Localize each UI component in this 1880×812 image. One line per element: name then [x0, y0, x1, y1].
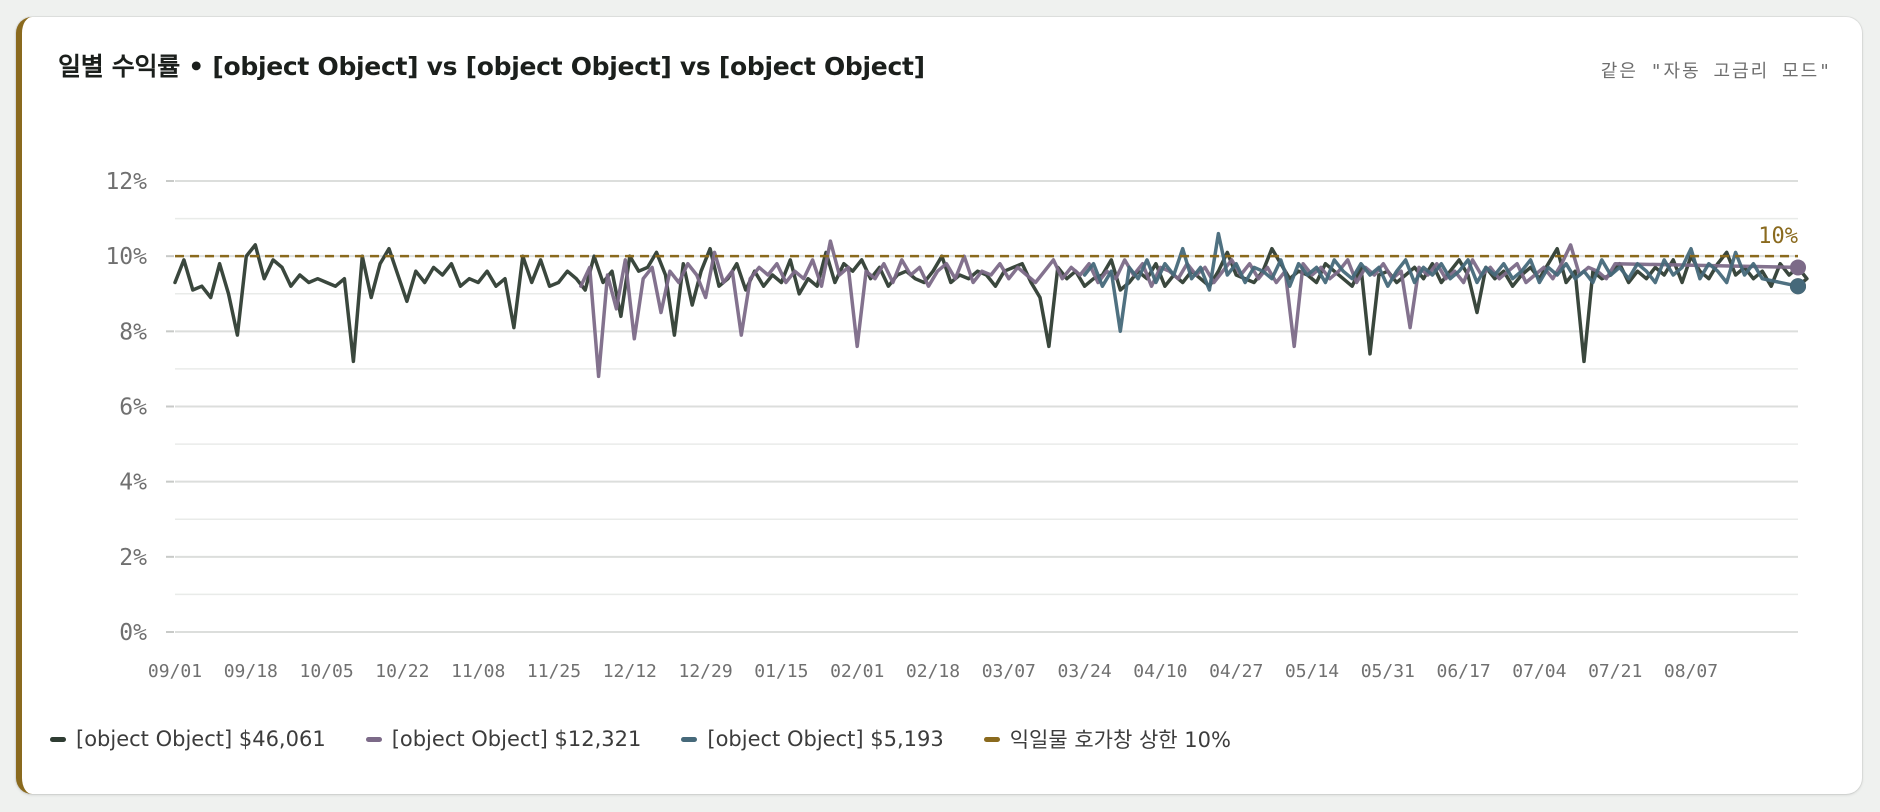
legend-swatch-series-2 [365, 736, 382, 742]
legend-swatch-series-3 [681, 736, 698, 742]
y-tick-label: 12% [105, 169, 147, 195]
series-line-2 [579, 239, 1800, 379]
x-tick-label: 12/12 [603, 661, 657, 682]
legend-item-reference[interactable]: 익일물 호가창 상한 10% [983, 724, 1231, 754]
legend-label-series-2: [object Object] $12,321 [391, 727, 642, 751]
x-tick-label: 12/29 [679, 661, 733, 682]
y-tick-label: 8% [119, 319, 147, 345]
x-tick-label: 10/22 [375, 661, 429, 682]
chart-legend: [object Object] $46,061 [object Object] … [50, 724, 1231, 754]
legend-label-series-1: [object Object] $46,061 [76, 727, 326, 751]
y-tick-label: 0% [119, 620, 147, 646]
legend-item-series-2[interactable]: [object Object] $12,321 [365, 724, 642, 754]
chart-note: 같은 "자동 고금리 모드" [1600, 61, 1832, 82]
y-tick-label: 10% [105, 244, 147, 270]
series-end-marker-3 [1790, 278, 1806, 295]
x-tick-label: 06/17 [1436, 661, 1490, 682]
x-tick-label: 03/24 [1057, 661, 1111, 682]
series-line-1 [173, 243, 1809, 364]
legend-label-series-3: [object Object] $5,193 [707, 727, 944, 751]
legend-label-reference: 익일물 호가창 상한 10% [1009, 728, 1231, 752]
x-tick-label: 04/10 [1133, 661, 1187, 682]
x-tick-label: 08/07 [1664, 661, 1718, 682]
x-tick-label: 02/18 [906, 661, 960, 682]
series-line-3 [1082, 231, 1800, 334]
x-tick-label: 07/21 [1588, 661, 1642, 682]
x-tick-label: 05/14 [1285, 661, 1339, 682]
x-tick-label: 09/18 [224, 661, 278, 682]
x-tick-label: 02/01 [830, 661, 884, 682]
x-tick-label: 09/01 [148, 661, 202, 682]
legend-item-series-3[interactable]: [object Object] $5,193 [681, 724, 944, 754]
x-tick-label: 11/25 [527, 661, 581, 682]
reference-line-label: 10% [1758, 224, 1798, 249]
x-tick-label: 04/27 [1209, 661, 1263, 682]
chart-title: 일별 수익률 • [object Object] vs [object Obje… [58, 52, 925, 81]
x-tick-label: 07/04 [1512, 661, 1566, 682]
x-tick-label: 05/31 [1361, 661, 1415, 682]
y-tick-label: 6% [119, 395, 147, 421]
x-tick-label: 01/15 [754, 661, 808, 682]
x-tick-label: 10/05 [300, 661, 354, 682]
y-tick-label: 2% [119, 545, 147, 571]
legend-swatch-reference [983, 736, 1000, 742]
y-tick-label: 4% [119, 470, 147, 496]
series-end-marker-2 [1790, 259, 1806, 276]
legend-swatch-series-1 [50, 736, 66, 742]
legend-item-series-1[interactable]: [object Object] $46,061 [50, 724, 326, 754]
x-tick-label: 03/07 [982, 661, 1036, 682]
x-tick-label: 11/08 [451, 661, 505, 682]
